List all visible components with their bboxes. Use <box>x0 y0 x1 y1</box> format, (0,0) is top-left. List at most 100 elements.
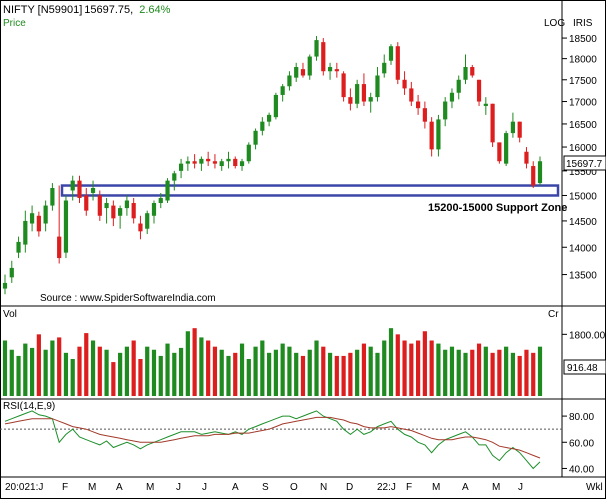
candle <box>246 142 251 164</box>
volume-bar <box>199 337 204 396</box>
volume-title: Vol <box>3 309 17 320</box>
volume-bar <box>178 347 184 396</box>
candle-body <box>294 67 299 78</box>
candle <box>456 75 461 100</box>
candle <box>449 88 455 109</box>
x-axis-label: A <box>116 482 123 493</box>
candle <box>192 154 197 169</box>
candle <box>307 54 312 80</box>
candle <box>375 67 380 102</box>
candle <box>199 156 204 171</box>
candle-body <box>422 108 427 122</box>
candle-body <box>267 114 272 122</box>
candle-body <box>36 215 41 232</box>
volume-bar <box>124 346 129 396</box>
price-axis-label: 17500 <box>569 76 597 87</box>
support-zone-box <box>60 184 560 197</box>
candle-body <box>97 195 102 216</box>
volume-bar <box>138 359 143 396</box>
volume-bar <box>63 352 69 396</box>
candle-body <box>63 200 69 253</box>
volume-bar <box>287 346 292 396</box>
rsi-axis-label: 80.00 <box>569 412 594 423</box>
x-axis-label: M <box>88 482 96 493</box>
volume-bar <box>97 346 102 396</box>
volume-tag <box>563 359 606 375</box>
last-price-value: 15697.7 <box>566 159 603 170</box>
candle <box>50 183 55 211</box>
candle <box>273 92 278 120</box>
x-axis-label: M <box>432 482 440 493</box>
volume-bar <box>192 328 197 396</box>
volume-bar <box>273 349 278 396</box>
volume-bar <box>267 352 272 396</box>
candle <box>334 62 339 78</box>
candle <box>490 103 495 148</box>
price-axis-label: 18000 <box>569 55 597 66</box>
price-axis-label: 15500 <box>569 167 597 178</box>
candle-body <box>273 94 278 118</box>
candle-body <box>233 158 238 167</box>
candle-body <box>2 282 8 289</box>
candle-body <box>16 241 21 253</box>
volume-bar <box>233 352 238 396</box>
candle <box>327 62 333 80</box>
candle <box>294 62 299 82</box>
candle <box>145 210 150 234</box>
volume-bar <box>416 340 421 396</box>
candle <box>483 97 488 115</box>
volume-bar <box>443 349 448 396</box>
candle <box>402 71 407 95</box>
candle <box>90 180 96 201</box>
volume-bar <box>341 355 346 396</box>
candle <box>43 200 48 232</box>
candle-body <box>50 188 55 206</box>
volume-bar <box>111 362 116 396</box>
volume-bar <box>368 346 373 396</box>
volume-bar <box>490 352 495 396</box>
candle-body <box>382 62 387 74</box>
scale-label: IRIS <box>573 18 593 29</box>
candle-body <box>409 88 414 102</box>
volume-tag-value: 916.48 <box>567 363 598 374</box>
candle-body <box>145 213 150 229</box>
x-axis-label: A <box>232 482 239 493</box>
volume-bar <box>517 355 522 396</box>
candle <box>131 197 136 224</box>
candle-body <box>341 73 346 98</box>
x-axis-label: O <box>290 482 298 493</box>
volume-bar <box>246 359 251 396</box>
candle <box>77 175 82 204</box>
candle <box>368 92 373 113</box>
x-axis-label: S <box>262 482 269 493</box>
volume-bar <box>497 349 502 396</box>
volume-bar <box>449 346 455 396</box>
candle <box>470 64 475 78</box>
candle-body <box>226 158 231 162</box>
candle-body <box>490 103 495 143</box>
rsi-line <box>4 410 541 470</box>
candle-body <box>70 180 75 191</box>
candle-body <box>84 195 89 211</box>
candle-body <box>463 67 468 80</box>
candle <box>118 205 123 229</box>
volume-bar <box>531 352 536 396</box>
volume-bar <box>23 343 28 396</box>
candle <box>348 88 353 111</box>
candle <box>172 170 177 191</box>
candle-body <box>131 203 136 219</box>
volume-bar <box>16 355 21 396</box>
candle-body <box>172 173 177 181</box>
price-axis-label: 16500 <box>569 120 597 131</box>
volume-bar <box>524 349 529 396</box>
candle-body <box>246 144 251 162</box>
x-axis-label: J <box>176 482 181 493</box>
candle-body <box>497 142 502 162</box>
candle-body <box>334 69 339 72</box>
candle-body <box>321 42 326 72</box>
volume-bar <box>158 355 163 396</box>
period-label: Wkl <box>586 482 603 493</box>
candle <box>341 71 346 102</box>
candle-body <box>483 103 488 106</box>
